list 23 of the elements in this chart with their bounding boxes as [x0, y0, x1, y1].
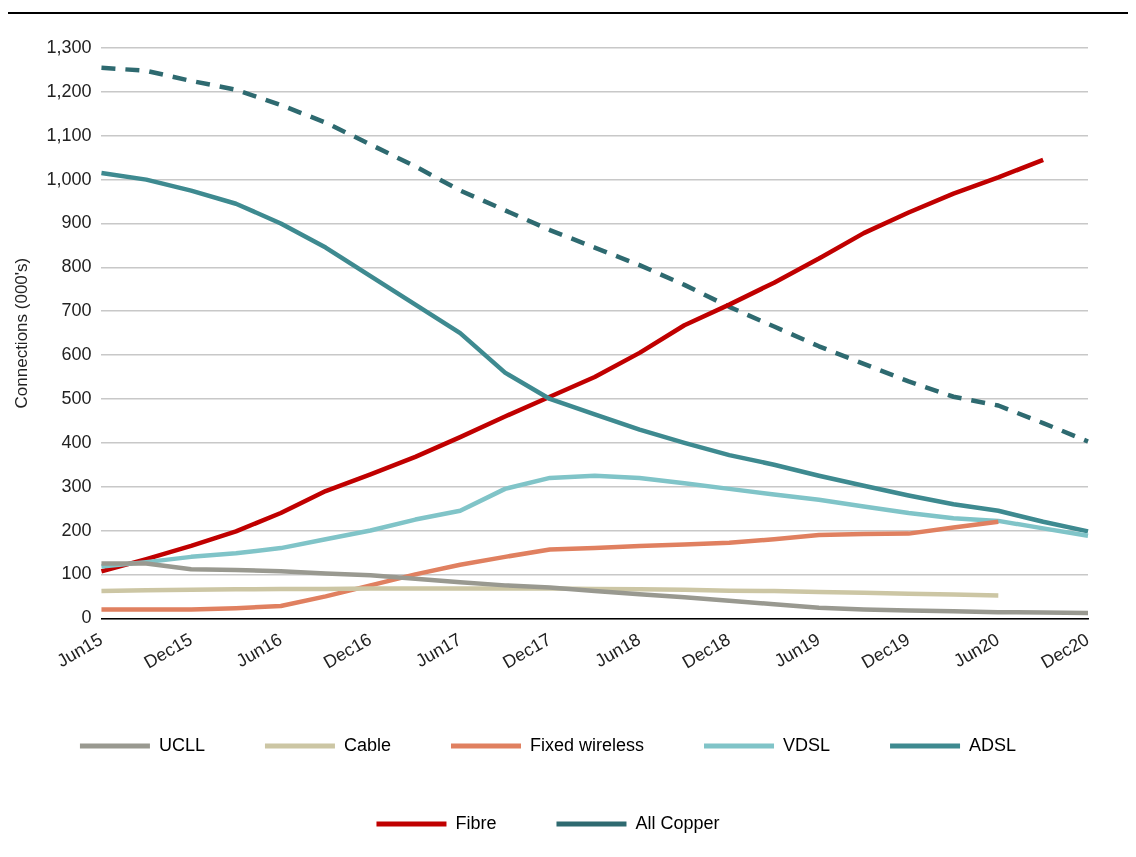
- y-tick-label: 1,200: [46, 80, 92, 101]
- legend-label: UCLL: [158, 734, 205, 755]
- legend-label: Fibre: [455, 812, 497, 833]
- y-tick-label: 1,000: [46, 168, 92, 189]
- y-tick-label: 400: [61, 431, 92, 452]
- y-tick-label: 0: [81, 607, 92, 628]
- y-tick-label: 1,100: [46, 124, 92, 145]
- legend-label: VDSL: [783, 734, 831, 755]
- y-tick-label: 500: [61, 387, 92, 408]
- legend-label: Fixed wireless: [529, 734, 645, 755]
- legend-label: Cable: [343, 734, 391, 755]
- y-tick-label: 600: [61, 344, 92, 365]
- y-tick-label: 100: [61, 563, 92, 584]
- y-tick-label: 300: [61, 475, 92, 496]
- y-tick-label: 900: [61, 212, 92, 233]
- y-tick-label: 700: [61, 300, 92, 321]
- legend-label: All Copper: [635, 812, 720, 833]
- y-axis-title: Connections (000's): [11, 257, 31, 409]
- y-tick-label: 800: [61, 256, 92, 277]
- y-tick-label: 200: [61, 519, 92, 540]
- legend-label: ADSL: [969, 734, 1017, 755]
- y-tick-label: 1,300: [46, 36, 92, 57]
- line-series: [99, 65, 1091, 444]
